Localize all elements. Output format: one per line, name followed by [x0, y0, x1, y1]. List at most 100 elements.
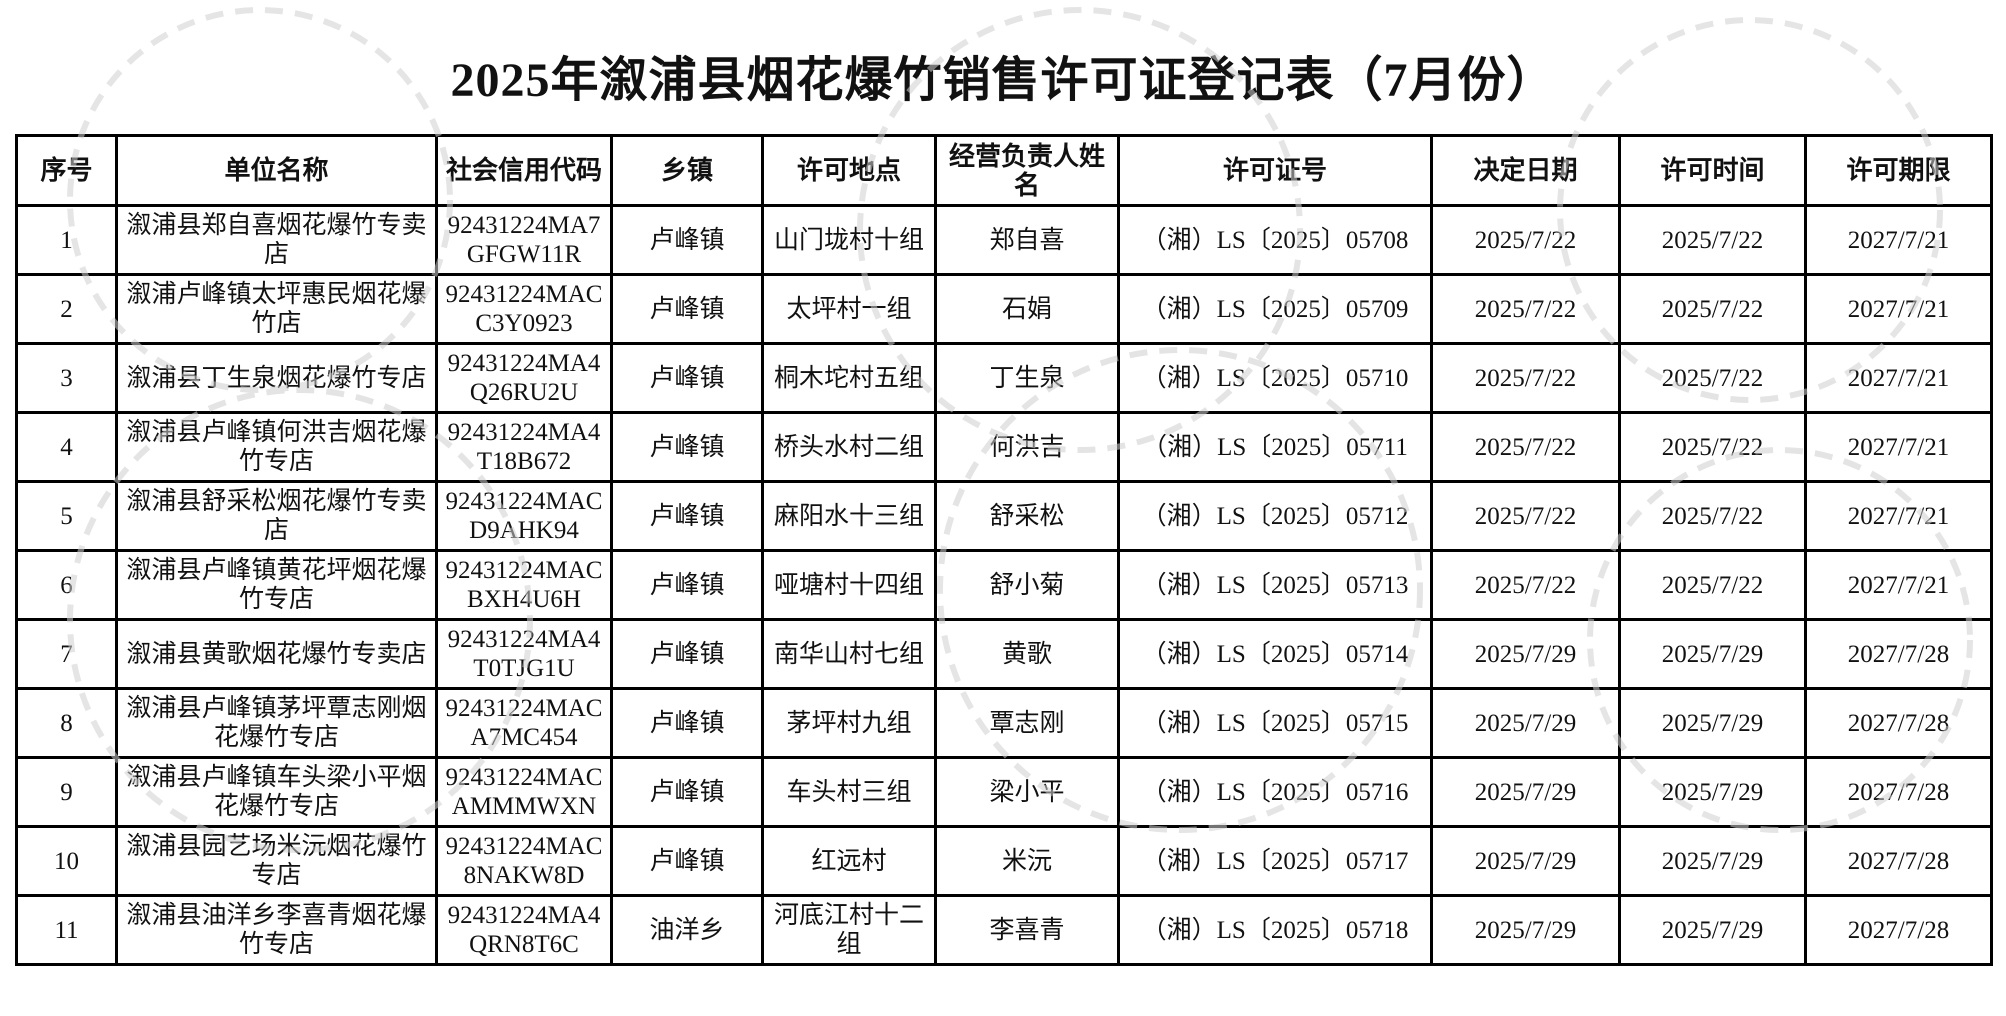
cell-decision-date: 2025/7/29	[1430, 618, 1621, 690]
cell-expiry-date: 2027/7/28	[1804, 756, 1993, 828]
column-header-town: 乡镇	[610, 134, 764, 207]
header-row: 序号 单位名称 社会信用代码 乡镇 许可地点 经营负责人姓名 许可证号 决定日期 许可时间 许可期…	[15, 134, 1993, 207]
column-header-unit-name: 单位名称	[115, 134, 438, 207]
cell-credit-code: 92431224MA4T0TJG1U	[435, 618, 613, 690]
cell-license-no: （湘）LS〔2025〕05718	[1117, 894, 1433, 966]
cell-decision-date: 2025/7/22	[1430, 273, 1621, 345]
cell-unit-name: 溆浦县卢峰镇何洪吉烟花爆竹专店	[115, 411, 438, 483]
cell-unit-name: 溆浦县卢峰镇车头梁小平烟花爆竹专店	[115, 756, 438, 828]
cell-manager: 黄歌	[934, 618, 1120, 690]
cell-decision-date: 2025/7/29	[1430, 825, 1621, 897]
cell-unit-name: 溆浦县舒采松烟花爆竹专卖店	[115, 480, 438, 552]
table-row: 1 溆浦县郑自喜烟花爆竹专卖店 92431224MA7GFGW11R 卢峰镇 山门垅村十…	[15, 204, 1993, 276]
cell-credit-code: 92431224MA7GFGW11R	[435, 204, 613, 276]
cell-manager: 石娟	[934, 273, 1120, 345]
cell-town: 卢峰镇	[610, 687, 764, 759]
cell-seq: 1	[15, 204, 118, 276]
cell-decision-date: 2025/7/22	[1430, 480, 1621, 552]
cell-license-no: （湘）LS〔2025〕05715	[1117, 687, 1433, 759]
cell-license-no: （湘）LS〔2025〕05717	[1117, 825, 1433, 897]
table-row: 3 溆浦县丁生泉烟花爆竹专店 92431224MA4Q26RU2U 卢峰镇 桐木坨村五组…	[15, 342, 1993, 414]
table-row: 7 溆浦县黄歌烟花爆竹专卖店 92431224MA4T0TJG1U 卢峰镇 南华山村七组…	[15, 618, 1993, 690]
cell-seq: 10	[15, 825, 118, 897]
table-row: 10 溆浦县园艺场米沅烟花爆竹专店 92431224MAC8NAKW8D 卢峰镇 红远村…	[15, 825, 1993, 897]
cell-permit-date: 2025/7/29	[1618, 618, 1807, 690]
page-title: 2025年溆浦县烟花爆竹销售许可证登记表（7月份）	[450, 54, 1556, 107]
cell-license-no: （湘）LS〔2025〕05714	[1117, 618, 1433, 690]
column-header-expiry-date: 许可期限	[1804, 134, 1993, 207]
cell-expiry-date: 2027/7/21	[1804, 342, 1993, 414]
cell-town: 卢峰镇	[610, 549, 764, 621]
cell-location: 南华山村七组	[761, 618, 937, 690]
cell-town: 卢峰镇	[610, 411, 764, 483]
cell-credit-code: 92431224MACA7MC454	[435, 687, 613, 759]
cell-permit-date: 2025/7/29	[1618, 825, 1807, 897]
cell-location: 哑塘村十四组	[761, 549, 937, 621]
column-header-license-no: 许可证号	[1117, 134, 1433, 207]
cell-manager: 舒小菊	[934, 549, 1120, 621]
cell-credit-code: 92431224MACAMMMWXN	[435, 756, 613, 828]
cell-seq: 9	[15, 756, 118, 828]
cell-expiry-date: 2027/7/21	[1804, 480, 1993, 552]
cell-credit-code: 92431224MA4T18B672	[435, 411, 613, 483]
cell-seq: 5	[15, 480, 118, 552]
cell-license-no: （湘）LS〔2025〕05711	[1117, 411, 1433, 483]
cell-license-no: （湘）LS〔2025〕05708	[1117, 204, 1433, 276]
table-row: 5 溆浦县舒采松烟花爆竹专卖店 92431224MACD9AHK94 卢峰镇 麻阳水十三…	[15, 480, 1993, 552]
cell-permit-date: 2025/7/22	[1618, 342, 1807, 414]
table-row: 4 溆浦县卢峰镇何洪吉烟花爆竹专店 92431224MA4T18B672 卢峰镇 桥头水…	[15, 411, 1993, 483]
cell-permit-date: 2025/7/29	[1618, 894, 1807, 966]
cell-manager: 李喜青	[934, 894, 1120, 966]
table-row: 11 溆浦县油洋乡李喜青烟花爆竹专店 92431224MA4QRN8T6C 油洋乡 河底…	[15, 894, 1993, 966]
cell-license-no: （湘）LS〔2025〕05713	[1117, 549, 1433, 621]
cell-manager: 丁生泉	[934, 342, 1120, 414]
cell-town: 卢峰镇	[610, 204, 764, 276]
cell-location: 麻阳水十三组	[761, 480, 937, 552]
cell-location: 山门垅村十组	[761, 204, 937, 276]
cell-town: 油洋乡	[610, 894, 764, 966]
cell-unit-name: 溆浦县丁生泉烟花爆竹专店	[115, 342, 438, 414]
cell-permit-date: 2025/7/22	[1618, 411, 1807, 483]
cell-manager: 何洪吉	[934, 411, 1120, 483]
cell-unit-name: 溆浦卢峰镇太坪惠民烟花爆竹店	[115, 273, 438, 345]
cell-location: 桐木坨村五组	[761, 342, 937, 414]
cell-decision-date: 2025/7/22	[1430, 549, 1621, 621]
cell-unit-name: 溆浦县卢峰镇茅坪覃志刚烟花爆竹专店	[115, 687, 438, 759]
cell-manager: 郑自喜	[934, 204, 1120, 276]
cell-expiry-date: 2027/7/28	[1804, 687, 1993, 759]
cell-seq: 11	[15, 894, 118, 966]
cell-town: 卢峰镇	[610, 618, 764, 690]
cell-town: 卢峰镇	[610, 273, 764, 345]
cell-license-no: （湘）LS〔2025〕05712	[1117, 480, 1433, 552]
cell-expiry-date: 2027/7/28	[1804, 894, 1993, 966]
cell-credit-code: 92431224MACC3Y0923	[435, 273, 613, 345]
table-row: 6 溆浦县卢峰镇黄花坪烟花爆竹专店 92431224MACBXH4U6H 卢峰镇 哑塘村…	[15, 549, 1993, 621]
column-header-credit-code: 社会信用代码	[435, 134, 613, 207]
cell-expiry-date: 2027/7/21	[1804, 411, 1993, 483]
license-table: 序号 单位名称 社会信用代码 乡镇 许可地点 经营负责人姓名 许可证号 决定日期 许可时间 许可期…	[15, 134, 1993, 966]
table-row: 8 溆浦县卢峰镇茅坪覃志刚烟花爆竹专店 92431224MACA7MC454 卢峰镇茅…	[15, 687, 1993, 759]
cell-seq: 2	[15, 273, 118, 345]
column-header-permit-date: 许可时间	[1618, 134, 1807, 207]
cell-permit-date: 2025/7/22	[1618, 480, 1807, 552]
column-header-manager: 经营负责人姓名	[934, 134, 1120, 207]
cell-expiry-date: 2027/7/21	[1804, 273, 1993, 345]
cell-decision-date: 2025/7/22	[1430, 411, 1621, 483]
cell-expiry-date: 2027/7/21	[1804, 204, 1993, 276]
cell-manager: 覃志刚	[934, 687, 1120, 759]
cell-unit-name: 溆浦县黄歌烟花爆竹专卖店	[115, 618, 438, 690]
cell-credit-code: 92431224MAC8NAKW8D	[435, 825, 613, 897]
cell-town: 卢峰镇	[610, 480, 764, 552]
cell-town: 卢峰镇	[610, 825, 764, 897]
cell-unit-name: 溆浦县卢峰镇黄花坪烟花爆竹专店	[115, 549, 438, 621]
cell-unit-name: 溆浦县油洋乡李喜青烟花爆竹专店	[115, 894, 438, 966]
table-row: 9 溆浦县卢峰镇车头梁小平烟花爆竹专店 92431224MACAMMMWXN 卢峰镇车…	[15, 756, 1993, 828]
cell-credit-code: 92431224MACBXH4U6H	[435, 549, 613, 621]
cell-decision-date: 2025/7/29	[1430, 756, 1621, 828]
cell-credit-code: 92431224MA4Q26RU2U	[435, 342, 613, 414]
column-header-location: 许可地点	[761, 134, 937, 207]
cell-location: 茅坪村九组	[761, 687, 937, 759]
cell-unit-name: 溆浦县郑自喜烟花爆竹专卖店	[115, 204, 438, 276]
cell-permit-date: 2025/7/29	[1618, 756, 1807, 828]
cell-location: 桥头水村二组	[761, 411, 937, 483]
